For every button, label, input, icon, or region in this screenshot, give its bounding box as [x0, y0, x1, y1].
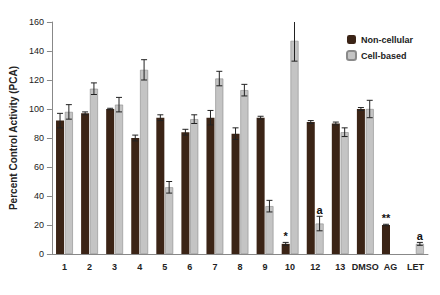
- svg-text:80: 80: [34, 133, 44, 143]
- svg-text:a: a: [317, 204, 324, 216]
- svg-text:1: 1: [62, 262, 67, 272]
- svg-text:12: 12: [310, 262, 320, 272]
- svg-text:10: 10: [285, 262, 295, 272]
- svg-text:AG: AG: [384, 262, 398, 272]
- svg-text:3: 3: [112, 262, 117, 272]
- svg-text:LET: LET: [407, 262, 425, 272]
- svg-text:60: 60: [34, 162, 44, 172]
- svg-text:100: 100: [29, 104, 44, 114]
- svg-text:160: 160: [29, 17, 44, 27]
- svg-text:13: 13: [335, 262, 345, 272]
- svg-text:4: 4: [137, 262, 142, 272]
- svg-text:6: 6: [187, 262, 192, 272]
- svg-text:a: a: [417, 230, 424, 242]
- svg-text:Non-cellular: Non-cellular: [361, 35, 414, 45]
- svg-text:20: 20: [34, 220, 44, 230]
- svg-text:*: *: [284, 230, 289, 242]
- svg-text:**: **: [382, 212, 391, 224]
- svg-text:40: 40: [34, 191, 44, 201]
- svg-text:8: 8: [237, 262, 242, 272]
- svg-text:120: 120: [29, 75, 44, 85]
- svg-text:0: 0: [39, 249, 44, 259]
- svg-text:5: 5: [162, 262, 167, 272]
- svg-text:Percent Control Activity (PCA): Percent Control Activity (PCA): [8, 66, 19, 210]
- svg-text:7: 7: [212, 262, 217, 272]
- svg-text:2: 2: [87, 262, 92, 272]
- svg-text:DMSO: DMSO: [352, 262, 379, 272]
- svg-text:140: 140: [29, 46, 44, 56]
- svg-text:9: 9: [263, 262, 268, 272]
- svg-text:Cell-based: Cell-based: [361, 51, 407, 61]
